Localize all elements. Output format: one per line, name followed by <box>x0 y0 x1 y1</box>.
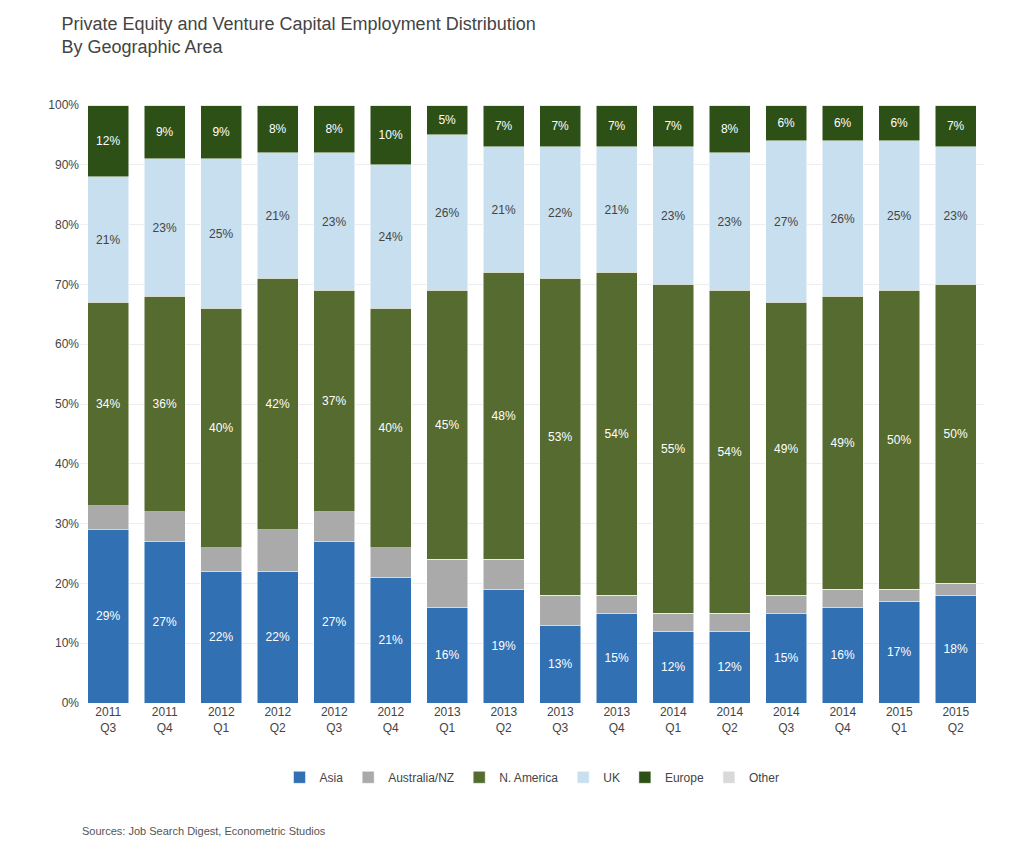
svg-text:2015Q1: 2015Q1 <box>886 705 913 735</box>
svg-text:2015Q2: 2015Q2 <box>942 705 969 735</box>
svg-text:Private Equity and Venture Cap: Private Equity and Venture Capital Emplo… <box>61 14 535 57</box>
svg-text:15%: 15% <box>605 651 629 665</box>
svg-text:15%: 15% <box>774 651 798 665</box>
svg-text:27%: 27% <box>774 215 798 229</box>
svg-text:7%: 7% <box>495 119 513 133</box>
svg-text:30%: 30% <box>55 517 79 531</box>
svg-text:17%: 17% <box>887 645 911 659</box>
svg-text:22%: 22% <box>548 206 572 220</box>
svg-text:2014Q4: 2014Q4 <box>829 705 856 735</box>
svg-text:10%: 10% <box>55 636 79 650</box>
svg-text:Europe: Europe <box>665 771 704 785</box>
svg-text:6%: 6% <box>890 116 908 130</box>
svg-text:Asia: Asia <box>320 771 344 785</box>
svg-text:53%: 53% <box>548 430 572 444</box>
svg-text:6%: 6% <box>834 116 852 130</box>
svg-text:21%: 21% <box>96 233 120 247</box>
svg-text:45%: 45% <box>435 418 459 432</box>
svg-text:26%: 26% <box>435 206 459 220</box>
svg-text:2013Q1: 2013Q1 <box>434 705 461 735</box>
svg-text:25%: 25% <box>209 227 233 241</box>
svg-text:8%: 8% <box>269 122 287 136</box>
svg-text:29%: 29% <box>96 609 120 623</box>
svg-text:23%: 23% <box>322 215 346 229</box>
svg-text:23%: 23% <box>944 209 968 223</box>
svg-text:6%: 6% <box>777 116 795 130</box>
svg-text:70%: 70% <box>55 278 79 292</box>
svg-text:50%: 50% <box>55 397 79 411</box>
svg-text:2012Q1: 2012Q1 <box>208 705 235 735</box>
svg-text:2012Q4: 2012Q4 <box>377 705 404 735</box>
svg-text:60%: 60% <box>55 337 79 351</box>
svg-text:2012Q3: 2012Q3 <box>321 705 348 735</box>
svg-text:7%: 7% <box>608 119 626 133</box>
svg-text:54%: 54% <box>605 427 629 441</box>
svg-text:16%: 16% <box>831 648 855 662</box>
svg-text:13%: 13% <box>548 657 572 671</box>
svg-text:Other: Other <box>749 771 779 785</box>
svg-text:5%: 5% <box>438 113 456 127</box>
svg-text:0%: 0% <box>62 696 80 710</box>
svg-text:49%: 49% <box>831 436 855 450</box>
svg-text:24%: 24% <box>379 230 403 244</box>
svg-text:23%: 23% <box>153 221 177 235</box>
svg-text:7%: 7% <box>947 119 965 133</box>
svg-text:20%: 20% <box>55 577 79 591</box>
svg-text:Sources: Job Search Digest, Ec: Sources: Job Search Digest, Econometric … <box>82 825 326 837</box>
svg-text:50%: 50% <box>887 433 911 447</box>
svg-text:12%: 12% <box>661 660 685 674</box>
svg-text:23%: 23% <box>718 215 742 229</box>
svg-text:9%: 9% <box>156 125 174 139</box>
svg-text:7%: 7% <box>551 119 569 133</box>
svg-text:2013Q2: 2013Q2 <box>490 705 517 735</box>
svg-text:22%: 22% <box>266 630 290 644</box>
svg-text:40%: 40% <box>55 457 79 471</box>
svg-text:90%: 90% <box>55 158 79 172</box>
svg-text:18%: 18% <box>944 642 968 656</box>
svg-text:21%: 21% <box>266 209 290 223</box>
svg-text:10%: 10% <box>379 128 403 142</box>
svg-text:48%: 48% <box>492 409 516 423</box>
svg-text:50%: 50% <box>944 427 968 441</box>
svg-text:2014Q3: 2014Q3 <box>773 705 800 735</box>
svg-text:7%: 7% <box>664 119 682 133</box>
svg-text:40%: 40% <box>379 421 403 435</box>
svg-text:2012Q2: 2012Q2 <box>264 705 291 735</box>
svg-text:55%: 55% <box>661 442 685 456</box>
svg-text:21%: 21% <box>492 203 516 217</box>
svg-text:12%: 12% <box>718 660 742 674</box>
svg-text:Australia/NZ: Australia/NZ <box>388 771 454 785</box>
svg-text:34%: 34% <box>96 397 120 411</box>
svg-text:49%: 49% <box>774 442 798 456</box>
svg-text:8%: 8% <box>325 122 343 136</box>
svg-text:80%: 80% <box>55 218 79 232</box>
svg-text:16%: 16% <box>435 648 459 662</box>
svg-text:2013Q3: 2013Q3 <box>547 705 574 735</box>
svg-text:19%: 19% <box>492 639 516 653</box>
svg-text:25%: 25% <box>887 209 911 223</box>
svg-text:2013Q4: 2013Q4 <box>603 705 630 735</box>
svg-text:2014Q2: 2014Q2 <box>716 705 743 735</box>
svg-text:2011Q3: 2011Q3 <box>95 705 121 735</box>
svg-text:26%: 26% <box>831 212 855 226</box>
svg-text:9%: 9% <box>212 125 230 139</box>
svg-text:27%: 27% <box>153 615 177 629</box>
svg-text:21%: 21% <box>379 633 403 647</box>
svg-text:40%: 40% <box>209 421 233 435</box>
svg-text:23%: 23% <box>661 209 685 223</box>
svg-text:UK: UK <box>603 771 620 785</box>
svg-text:54%: 54% <box>718 445 742 459</box>
svg-text:2014Q1: 2014Q1 <box>660 705 687 735</box>
svg-text:2011Q4: 2011Q4 <box>152 705 178 735</box>
svg-text:21%: 21% <box>605 203 629 217</box>
svg-text:42%: 42% <box>266 397 290 411</box>
svg-text:37%: 37% <box>322 394 346 408</box>
svg-text:100%: 100% <box>48 98 79 112</box>
svg-text:27%: 27% <box>322 615 346 629</box>
svg-text:36%: 36% <box>153 397 177 411</box>
svg-text:22%: 22% <box>209 630 233 644</box>
svg-text:12%: 12% <box>96 134 120 148</box>
svg-text:N. America: N. America <box>499 771 558 785</box>
svg-text:8%: 8% <box>721 122 739 136</box>
